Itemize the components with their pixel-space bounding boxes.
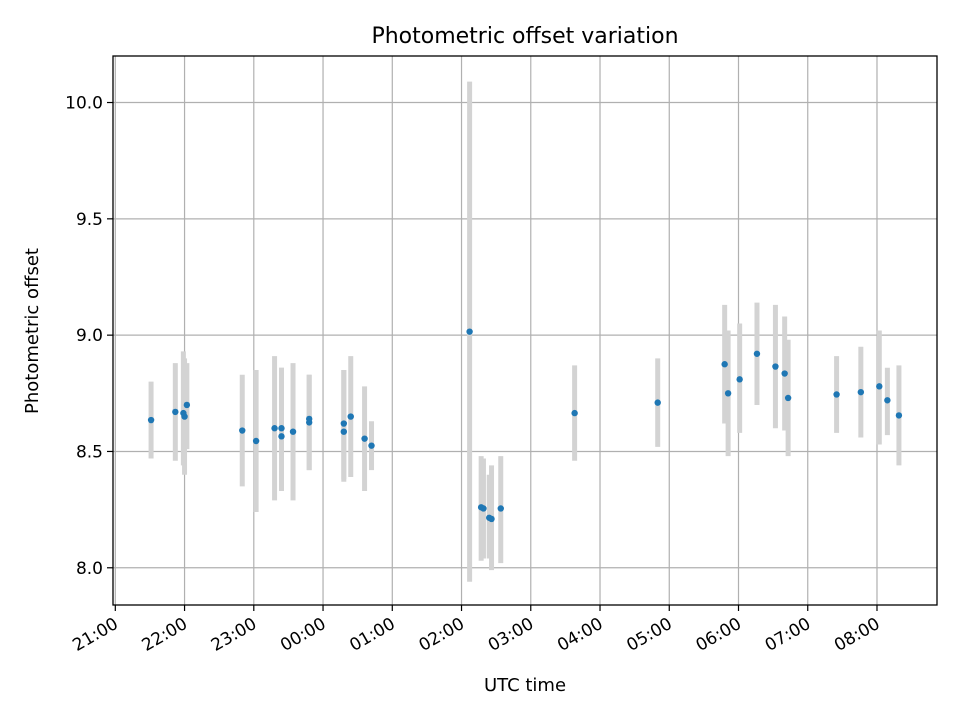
- data-point: [278, 425, 285, 432]
- y-tick-label: 8.0: [76, 559, 103, 579]
- data-point: [736, 376, 743, 383]
- data-point: [753, 350, 761, 357]
- data-point: [183, 401, 191, 409]
- y-tick-label: 8.5: [76, 442, 103, 462]
- data-point: [571, 409, 578, 417]
- x-axis-label: UTC time: [484, 675, 566, 696]
- data-point: [784, 394, 792, 402]
- data-point: [368, 442, 375, 449]
- data-point: [781, 370, 788, 377]
- data-point: [480, 505, 487, 512]
- data-point: [497, 505, 504, 512]
- data-point: [857, 388, 865, 396]
- data-point: [172, 408, 179, 416]
- data-point: [884, 397, 891, 404]
- data-point: [289, 428, 297, 435]
- data-point: [876, 383, 883, 390]
- data-point: [239, 427, 246, 434]
- plot-frame: [112, 55, 938, 606]
- data-point: [340, 420, 348, 427]
- data-point: [147, 416, 155, 424]
- data-point: [488, 515, 495, 523]
- data-point: [895, 412, 903, 419]
- data-point: [271, 425, 278, 432]
- data-point: [340, 428, 348, 435]
- data-point: [724, 390, 732, 397]
- data-point: [181, 413, 188, 420]
- data-point: [252, 437, 260, 445]
- y-axis-label: Photometric offset: [22, 248, 43, 414]
- y-tick-label: 9.5: [76, 210, 103, 230]
- data-point: [305, 415, 313, 423]
- data-points: [147, 328, 903, 523]
- chart-title: Photometric offset variation: [371, 24, 678, 49]
- data-point: [721, 361, 728, 368]
- data-point: [833, 391, 840, 398]
- y-axis: 8.0 8.5 9.0 9.5 10.0: [65, 94, 113, 579]
- data-point: [772, 363, 779, 370]
- y-tick-label: 9.0: [76, 326, 103, 346]
- data-point: [654, 399, 661, 406]
- data-point: [361, 435, 368, 442]
- y-tick-label: 10.0: [65, 94, 103, 114]
- data-point: [278, 433, 285, 440]
- data-point: [347, 413, 354, 420]
- data-point: [466, 328, 473, 335]
